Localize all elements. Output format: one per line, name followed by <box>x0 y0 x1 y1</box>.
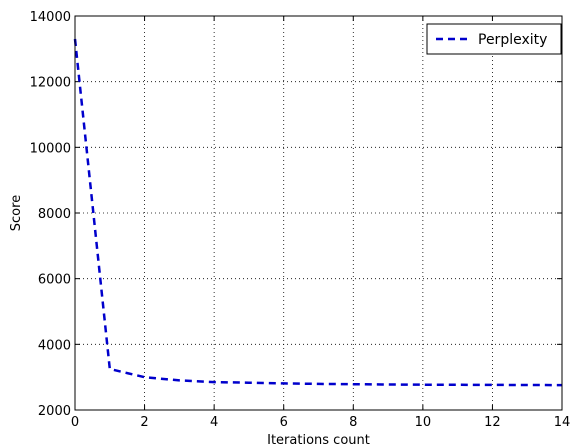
y-tick-label: 14000 <box>30 10 71 25</box>
axis-ticks <box>74 15 563 411</box>
tick-labels: 0 2 4 6 8 10 12 14 2000 4000 6000 8000 10000 12000 140… <box>30 10 571 430</box>
x-tick-label: 2 <box>140 415 148 430</box>
y-tick-label: 8000 <box>38 207 71 222</box>
y-tick-label: 4000 <box>38 338 71 353</box>
plot-area <box>74 15 563 411</box>
series-line-perplexity <box>73 38 563 387</box>
x-tick-label: 6 <box>280 415 288 430</box>
x-axis-label: Iterations count <box>267 433 370 446</box>
series-layer <box>73 38 563 387</box>
x-tick-label: 0 <box>71 415 79 430</box>
x-tick-label: 8 <box>349 415 357 430</box>
y-tick-label: 10000 <box>30 141 71 156</box>
y-tick-label: 2000 <box>38 404 71 419</box>
y-tick-label: 12000 <box>30 76 71 91</box>
legend-label-perplexity: Perplexity <box>478 32 547 48</box>
x-tick-label: 14 <box>554 415 571 430</box>
y-tick-label: 6000 <box>38 273 71 288</box>
grid-lines <box>75 16 562 410</box>
x-tick-label: 12 <box>484 415 501 430</box>
x-tick-label: 4 <box>210 415 218 430</box>
x-tick-label: 10 <box>415 415 432 430</box>
y-axis-label: Score <box>9 195 24 231</box>
legend: Perplexity <box>426 23 562 55</box>
